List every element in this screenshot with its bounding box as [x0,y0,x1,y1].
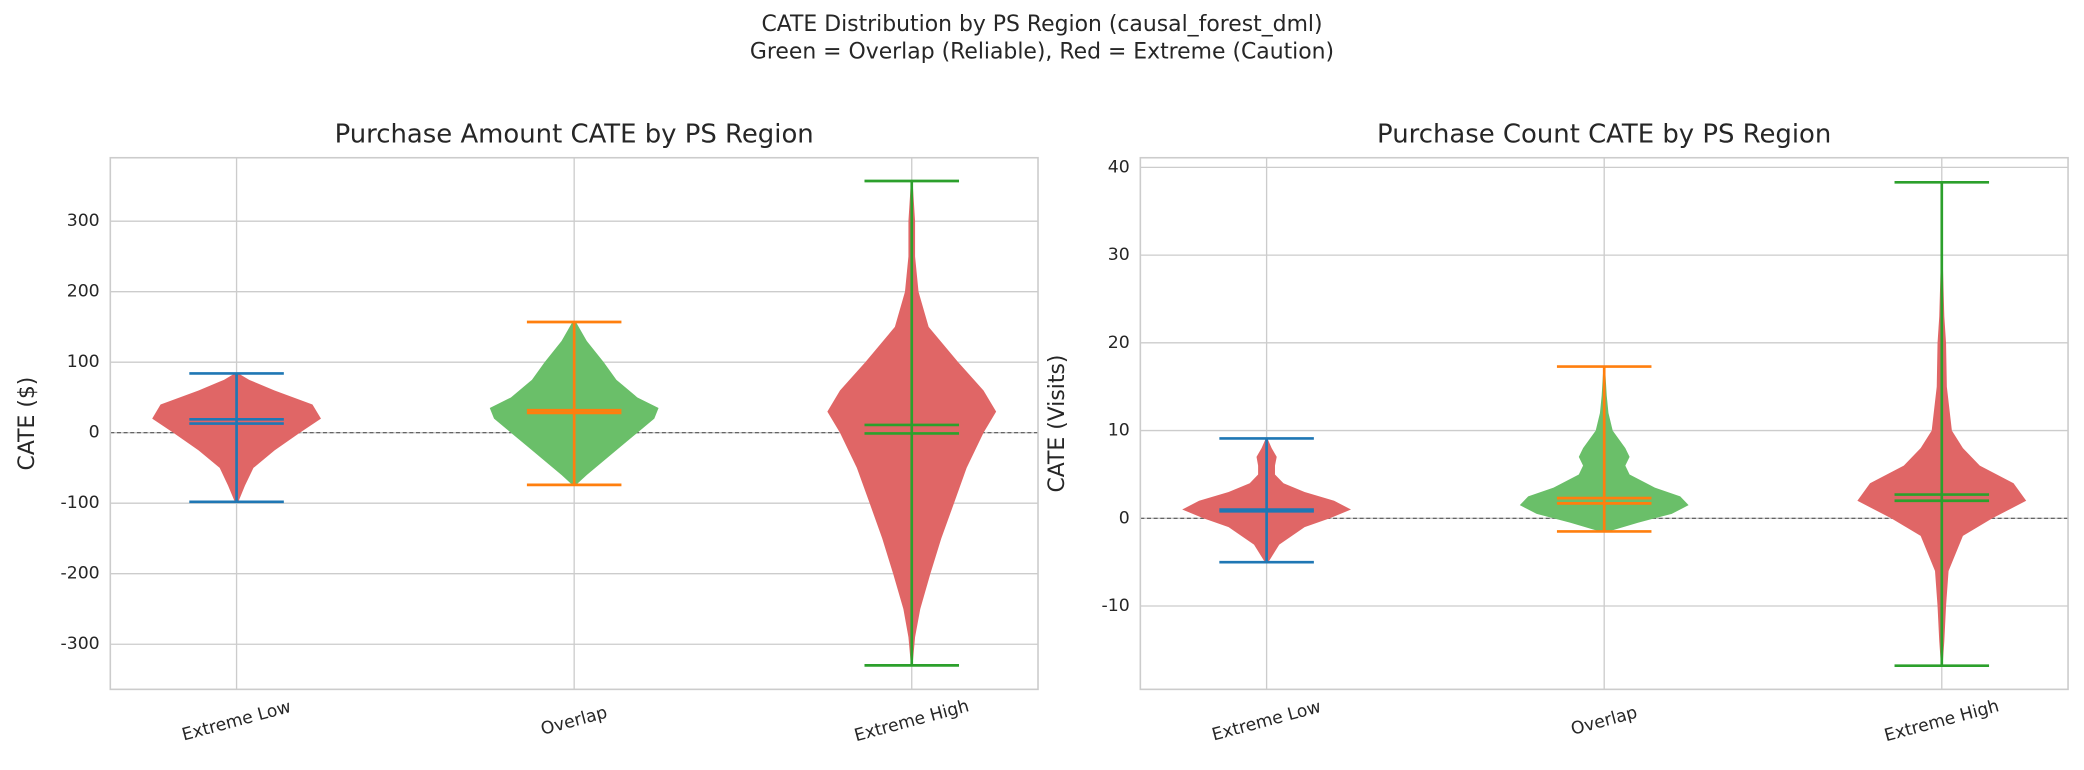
x-tick-label: Extreme High [1882,696,2001,746]
axes: -10 0 10 20 30 40 Extreme Low Overlap Extreme Hi… [1045,120,2069,746]
y-tick-label: 10 [1108,421,1130,441]
y-axis-label: CATE (Visits) [1045,355,1070,493]
y-axis-label: CATE ($) [15,377,40,471]
axes-frame [109,156,1039,691]
x-tick-label: Extreme Low [180,697,294,745]
suptitle-line: CATE Distribution by PS Region (causal_f… [761,12,1322,37]
y-tick-label: -200 [60,564,99,584]
y-tick-label: 0 [1119,508,1130,528]
suptitle-line: Green = Overlap (Reliable), Red = Extrem… [750,40,1334,65]
axes: -300 -200 -100 0 100 200 300 Extreme Low Overlap… [15,120,1039,746]
x-tick-label: Overlap [1569,703,1640,740]
y-tick-label: 30 [1108,245,1130,265]
y-tick-label: -10 [1102,596,1130,616]
x-tick-label: Extreme Low [1210,697,1324,745]
x-tick-label: Extreme High [852,696,971,746]
y-tick-label: 100 [67,352,100,372]
y-tick-label: -100 [60,493,99,513]
y-tick-label: 20 [1108,333,1130,353]
y-tick-label: -300 [60,634,99,654]
y-tick-label: 0 [89,423,100,443]
y-tick-label: 40 [1108,157,1130,177]
axes-frame [1139,156,2069,691]
axes-title: Purchase Amount CATE by PS Region [335,120,814,150]
y-tick-label: 200 [67,282,100,302]
axes-title: Purchase Count CATE by PS Region [1377,120,1831,150]
y-tick-label: 300 [67,211,100,231]
x-tick-label: Overlap [539,703,610,740]
